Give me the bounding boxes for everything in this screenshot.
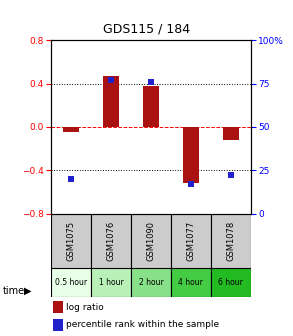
Bar — [211, 214, 251, 268]
Bar — [53, 319, 63, 331]
Bar — [103, 76, 119, 127]
Bar — [91, 268, 131, 297]
Text: 1 hour: 1 hour — [99, 278, 123, 287]
Bar — [51, 214, 91, 268]
Text: time: time — [3, 286, 25, 296]
Text: 4 hour: 4 hour — [178, 278, 203, 287]
Bar — [131, 214, 171, 268]
Bar — [183, 127, 199, 183]
Bar — [211, 268, 251, 297]
Text: GSM1077: GSM1077 — [186, 220, 195, 261]
Bar — [63, 127, 79, 132]
Bar — [91, 214, 131, 268]
Text: GSM1075: GSM1075 — [67, 220, 76, 261]
Bar — [53, 301, 63, 313]
Text: GSM1076: GSM1076 — [107, 220, 115, 261]
Bar — [223, 127, 239, 140]
Text: log ratio: log ratio — [66, 303, 104, 311]
Text: 0.5 hour: 0.5 hour — [55, 278, 87, 287]
Text: GDS115 / 184: GDS115 / 184 — [103, 22, 190, 35]
Text: ▶: ▶ — [24, 286, 32, 296]
Bar — [51, 268, 91, 297]
Bar — [171, 268, 211, 297]
Text: 6 hour: 6 hour — [218, 278, 243, 287]
Bar — [143, 86, 159, 127]
Bar — [171, 214, 211, 268]
Bar — [131, 268, 171, 297]
Text: 2 hour: 2 hour — [139, 278, 163, 287]
Text: percentile rank within the sample: percentile rank within the sample — [66, 320, 219, 329]
Text: GSM1078: GSM1078 — [226, 220, 235, 261]
Text: GSM1090: GSM1090 — [146, 221, 155, 261]
